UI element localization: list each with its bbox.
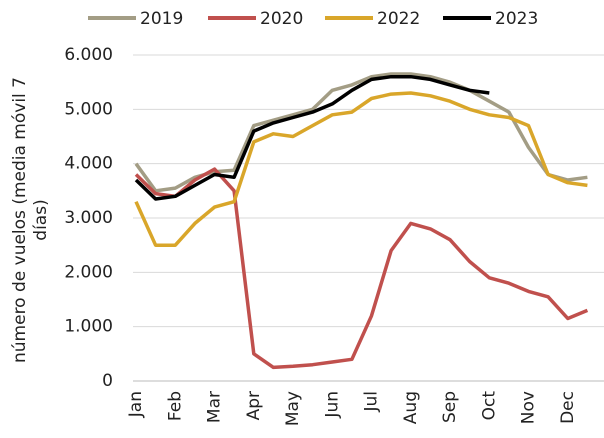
series-line <box>134 167 589 370</box>
x-tick-label: Nov <box>519 391 539 424</box>
y-axis-label: número de vuelos (media móvil 7 días) <box>10 77 51 363</box>
x-tick-label: Apr <box>244 391 264 420</box>
x-tick-label: May <box>283 391 303 426</box>
y-tick-label: 2.000 <box>64 262 113 282</box>
x-tick-label: Mar <box>205 391 225 423</box>
series-line <box>134 91 588 247</box>
x-tick-label: Dec <box>558 391 578 424</box>
y-tick-label: 0 <box>102 371 113 391</box>
legend-label: 2023 <box>495 9 538 29</box>
y-tick-label: 5.000 <box>64 99 113 119</box>
x-tick-label: Jul <box>362 391 382 413</box>
x-tick-label: Jun <box>322 391 342 419</box>
y-tick-label: 4.000 <box>64 154 113 174</box>
series-line <box>134 74 490 201</box>
y-tick-label: 6.000 <box>64 45 113 65</box>
legend-label: 2022 <box>377 9 420 29</box>
x-tick-label: Feb <box>165 391 185 421</box>
legend-label: 2019 <box>140 9 183 29</box>
y-tick-label: 1.000 <box>64 317 113 337</box>
legend-label: 2020 <box>260 9 303 29</box>
y-tick-label: 3.000 <box>64 208 113 228</box>
x-tick-label: Aug <box>401 391 421 424</box>
x-tick-label: Oct <box>479 391 499 421</box>
x-tick-label: Jan <box>126 391 146 418</box>
x-tick-label: Sep <box>440 391 460 423</box>
